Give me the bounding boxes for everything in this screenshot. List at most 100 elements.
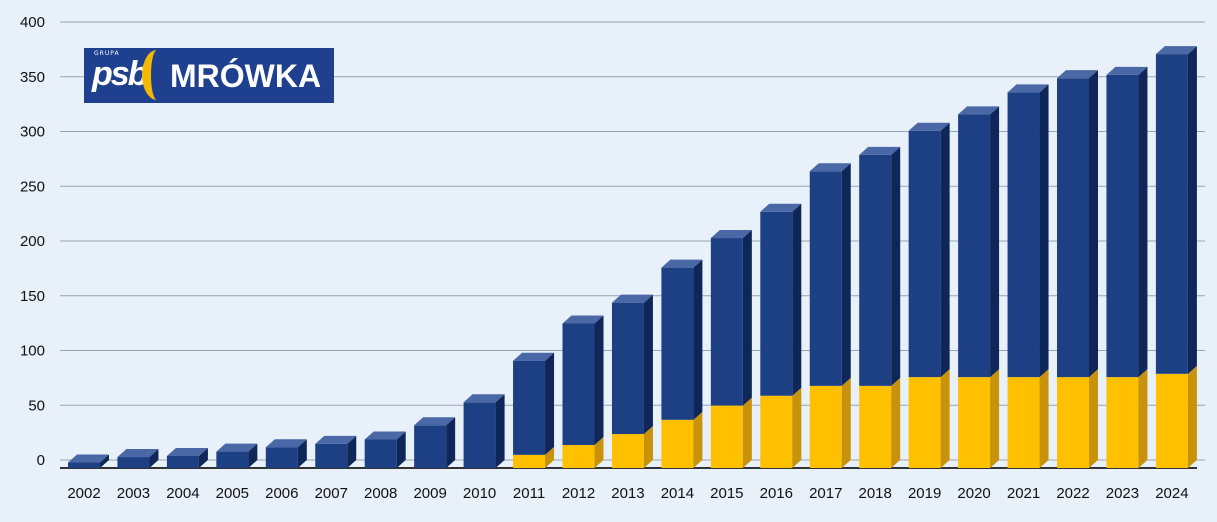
logo-psb-text: psb (92, 55, 148, 93)
bar-top (265, 439, 307, 448)
bar-top (1057, 70, 1098, 79)
bar-segment (414, 425, 447, 468)
bar-segment (1057, 78, 1089, 378)
bar-side (248, 443, 258, 468)
bar-segment (562, 445, 595, 468)
bar-top (562, 315, 604, 324)
bar-segment (513, 454, 546, 468)
bar-side (545, 352, 555, 455)
bar-top (463, 394, 505, 403)
bar-top (611, 294, 653, 303)
y-tick-label: 300 (20, 124, 45, 141)
brand-logo: GRUPA psb MRÓWKA (84, 48, 334, 103)
bar-segment (760, 395, 793, 468)
bar-segment (364, 439, 397, 468)
bar-segment (859, 154, 892, 386)
bar-side (1187, 46, 1197, 374)
bar-segment (661, 267, 694, 420)
bar-side (1089, 70, 1098, 378)
bar-side (297, 439, 307, 468)
bar-side (990, 106, 1000, 378)
bar-segment (463, 402, 496, 468)
bar-side (643, 426, 653, 468)
bar-side (1089, 369, 1098, 468)
bar-side (495, 394, 505, 468)
bar-top (710, 230, 752, 239)
bar-segment (1057, 377, 1089, 468)
bar-top (68, 454, 109, 463)
bar-segment (513, 360, 546, 455)
bar-side (594, 437, 604, 468)
bar-side (891, 377, 901, 468)
logo-brand-text: MRÓWKA (170, 58, 322, 94)
bar-side (841, 163, 851, 386)
x-tick-label: 2016 (760, 485, 793, 502)
bar-side (693, 259, 703, 420)
bar-segment (809, 171, 842, 386)
bar-segment (760, 211, 793, 396)
y-tick-label: 150 (20, 288, 45, 305)
bar-side (792, 203, 802, 396)
bar-segment (1007, 92, 1040, 378)
x-tick-label: 2022 (1056, 485, 1089, 502)
bar-top (414, 417, 456, 426)
bar-side (940, 122, 950, 378)
bar-segment (1106, 74, 1139, 378)
x-tick-label: 2020 (957, 485, 990, 502)
bar-top (908, 122, 950, 131)
bar-segment (1155, 54, 1188, 374)
bar-segment (117, 457, 150, 468)
bar-side (198, 447, 208, 468)
bar-side (990, 369, 1000, 468)
y-tick-label: 0 (37, 452, 45, 469)
x-tick-label: 2023 (1106, 485, 1139, 502)
bar-segment (216, 451, 249, 468)
bar-side (1187, 365, 1197, 468)
x-tick-label: 2012 (562, 485, 595, 502)
bar-top (1007, 84, 1049, 93)
bar-side (100, 454, 109, 468)
y-tick-label: 350 (20, 69, 45, 86)
bar-top (661, 259, 703, 268)
logo-arc-icon (142, 50, 172, 100)
bar-side (446, 417, 456, 468)
bar-segment (958, 377, 991, 468)
bar-segment (661, 419, 694, 468)
x-tick-label: 2018 (859, 485, 892, 502)
bar-side (742, 230, 752, 406)
x-tick-label: 2017 (809, 485, 842, 502)
bar-top (315, 435, 357, 444)
bar-side (1039, 369, 1049, 468)
x-tick-label: 2024 (1155, 485, 1188, 502)
bar-side (1138, 369, 1148, 468)
bar-side (149, 449, 159, 468)
bar-side (396, 431, 406, 468)
x-tick-label: 2008 (364, 485, 397, 502)
x-tick-label: 2019 (908, 485, 941, 502)
y-tick-label: 400 (20, 14, 45, 31)
y-tick-label: 50 (28, 397, 45, 414)
bar-segment (908, 130, 941, 378)
bar-side (1039, 84, 1049, 378)
bar-side (643, 294, 653, 435)
bar-segment (166, 455, 199, 468)
bar-side (693, 411, 703, 468)
x-tick-label: 2003 (117, 485, 150, 502)
x-tick-label: 2002 (67, 485, 100, 502)
bar-segment (710, 405, 743, 468)
bar-side (742, 397, 752, 468)
bar-segment (1106, 377, 1139, 468)
bar-side (594, 315, 604, 446)
bar-side (792, 387, 802, 468)
x-tick-label: 2005 (216, 485, 249, 502)
x-tick-label: 2006 (265, 485, 298, 502)
x-tick-label: 2010 (463, 485, 496, 502)
bar-segment (1155, 373, 1188, 468)
x-tick-label: 2011 (513, 485, 545, 502)
bar-top (166, 447, 208, 456)
logo-grupa-text: GRUPA (94, 50, 120, 57)
bar-top (958, 106, 1000, 115)
bar-segment (809, 385, 842, 468)
